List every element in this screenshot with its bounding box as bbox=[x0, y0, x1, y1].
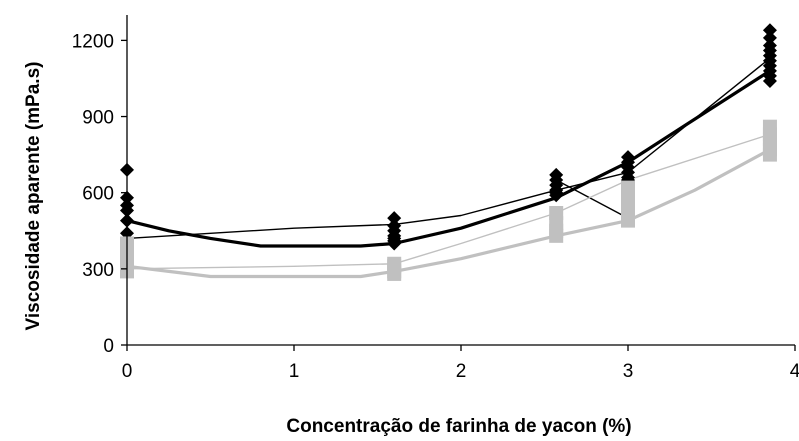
square-marker bbox=[621, 213, 635, 228]
diamond-marker bbox=[762, 23, 777, 38]
y-tick-label: 900 bbox=[82, 108, 114, 129]
series-line-2 bbox=[125, 69, 772, 248]
diamond-marker bbox=[762, 30, 777, 45]
diamond-marker bbox=[387, 236, 402, 251]
series-layer bbox=[125, 57, 772, 279]
series-line-4 bbox=[126, 133, 771, 270]
y-tick-label: 300 bbox=[82, 260, 114, 281]
y-tick-label: 0 bbox=[103, 336, 114, 357]
diamond-marker bbox=[549, 188, 564, 203]
y-tick-label: 600 bbox=[82, 184, 114, 205]
x-tick-label: 2 bbox=[456, 361, 467, 382]
y-tick-label: 1200 bbox=[72, 31, 114, 52]
series-line-3 bbox=[555, 179, 629, 219]
diamond-marker bbox=[762, 74, 777, 88]
square-marker bbox=[387, 266, 402, 281]
x-tick-label: 4 bbox=[790, 361, 799, 382]
square-marker bbox=[549, 228, 564, 243]
x-tick-label: 3 bbox=[623, 361, 634, 382]
marker-layer bbox=[120, 23, 777, 281]
diamond-marker bbox=[387, 211, 402, 226]
series-line-1 bbox=[126, 57, 771, 240]
x-tick-label: 1 bbox=[289, 361, 300, 382]
x-tick-label: 0 bbox=[122, 361, 133, 382]
y-axis-title: Viscosidade aparente (mPa.s) bbox=[23, 62, 44, 331]
series-line-5 bbox=[125, 147, 772, 279]
square-marker bbox=[762, 147, 777, 162]
axes-layer: 0 300 600 900 1200 0 1 2 3 4 bbox=[72, 15, 799, 382]
x-axis-title: Concentração de farinha de yacon (%) bbox=[286, 416, 631, 437]
